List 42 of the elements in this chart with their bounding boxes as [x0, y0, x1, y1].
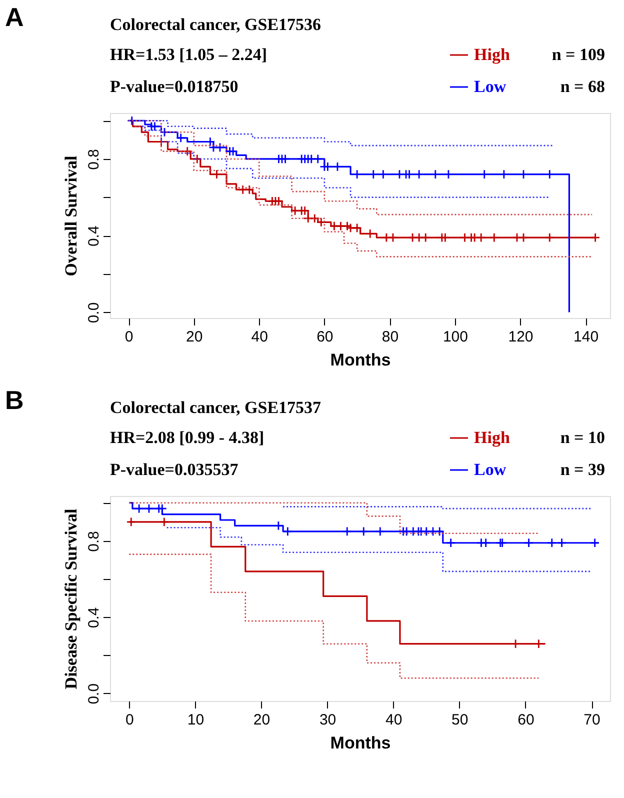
y-tick-label: 0.4: [86, 226, 102, 247]
text: n = 10: [560, 428, 605, 447]
x-tick-label: 80: [382, 328, 399, 346]
x-tick-label: 60: [316, 328, 334, 346]
legend-label: High: [474, 45, 510, 64]
x-tick-label: 40: [251, 328, 268, 346]
x-tick-label: 0: [125, 712, 134, 728]
x-tick-label: 70: [584, 712, 600, 728]
chart-title: Colorectal cancer, GSE17537: [110, 398, 322, 417]
x-tick-label: 140: [574, 328, 599, 346]
y-tick-label: 0.8: [86, 149, 102, 170]
x-tick-label: 120: [508, 328, 534, 346]
x-tick-label: 100: [442, 328, 468, 346]
y-axis-title: Disease Specific Survival: [62, 508, 80, 690]
legend-label: Low: [474, 77, 507, 96]
y-tick-label: 0.8: [86, 531, 102, 552]
chart-title: Colorectal cancer, GSE17536: [110, 15, 322, 34]
text: A: [5, 2, 24, 32]
text: P-value=0.035537: [110, 460, 239, 479]
y-tick-label: 0.4: [86, 607, 102, 628]
y-tick-label: 0.0: [86, 302, 102, 324]
x-axis-title: Months: [330, 734, 391, 752]
text: n = 68: [560, 77, 605, 96]
text: n = 39: [560, 460, 605, 479]
x-tick-label: 40: [386, 712, 402, 728]
x-tick-label: 0: [124, 328, 134, 346]
x-tick-label: 20: [186, 328, 203, 346]
x-tick-label: 60: [518, 712, 534, 728]
legend-label: High: [474, 428, 510, 447]
x-tick-label: 30: [319, 712, 336, 728]
text: HR=1.53 [1.05 – 2.24]: [110, 45, 268, 64]
x-tick-label: 10: [187, 712, 204, 728]
y-tick-label: 0.0: [86, 683, 102, 704]
x-axis-title: Months: [330, 350, 391, 370]
text: B: [5, 385, 24, 415]
text: n = 109: [552, 45, 605, 64]
legend-label: Low: [474, 460, 507, 479]
text: HR=2.08 [0.99 - 4.38]: [110, 428, 264, 447]
x-tick-label: 20: [253, 712, 270, 728]
text: P-value=0.018750: [110, 77, 238, 96]
y-axis-title: Overall Survival: [62, 156, 80, 276]
x-tick-label: 50: [452, 712, 468, 728]
